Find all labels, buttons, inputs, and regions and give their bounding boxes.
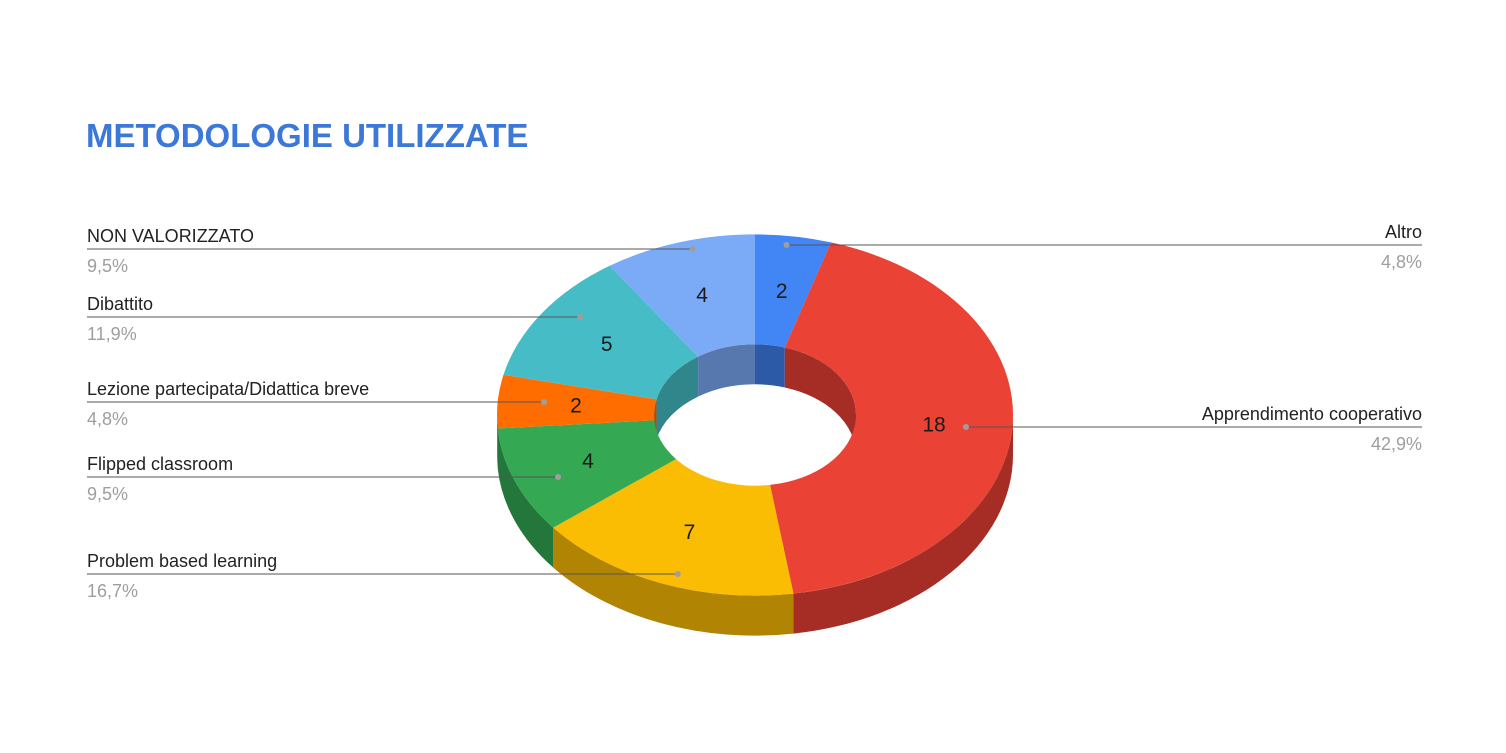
label-percent-6: 9,5%: [87, 256, 128, 276]
slice-value-1: 18: [922, 413, 945, 436]
chart-title: METODOLOGIE UTILIZZATE: [86, 117, 528, 154]
slice-value-2: 7: [684, 521, 696, 544]
donut-top-faces: [496, 234, 1014, 596]
label-name-0: Altro: [1385, 222, 1422, 242]
inner-wall-1-0: [784, 347, 856, 455]
label-name-5: Dibattito: [87, 294, 153, 314]
donut-inner-walls: [654, 344, 856, 455]
leader-label-3: Flipped classroom 9,5%: [87, 454, 562, 504]
label-name-2: Problem based learning: [87, 551, 277, 571]
leader-dot-4: [541, 399, 548, 405]
slice-value-5: 5: [601, 333, 613, 356]
slice-6: [609, 234, 755, 357]
label-percent-4: 4,8%: [87, 409, 128, 429]
leader-label-4: Lezione partecipata/Didattica breve 4,8%: [87, 379, 548, 429]
leader-dot-1: [962, 424, 969, 430]
side-wall-4: [497, 415, 498, 469]
slice-0: [755, 234, 832, 348]
leader-label-6: NON VALORIZZATO 9,5%: [87, 226, 696, 276]
leader-dot-3: [555, 474, 562, 480]
label-percent-2: 16,7%: [87, 581, 138, 601]
inner-wall-6-1: [698, 344, 755, 397]
label-percent-5: 11,9%: [87, 324, 137, 344]
leader-dot-6: [689, 246, 696, 252]
leader-label-0: Altro 4,8%: [783, 222, 1422, 272]
label-percent-3: 9,5%: [87, 484, 128, 504]
leader-label-5: Dibattito 11,9%: [87, 294, 584, 344]
leader-dot-2: [674, 571, 681, 577]
label-percent-1: 42,9%: [1371, 434, 1422, 454]
slice-leader-labels: Altro 4,8% Apprendimento cooperativo 42,9% P…: [87, 222, 1422, 601]
slice-3: [497, 420, 677, 528]
side-wall-1: [793, 415, 1013, 634]
side-wall-2: [553, 527, 794, 636]
label-name-6: NON VALORIZZATO: [87, 226, 254, 246]
inner-wall-0-0: [755, 344, 785, 388]
leader-label-2: Problem based learning 16,7%: [87, 551, 681, 601]
slice-2: [553, 459, 794, 596]
slice-5: [503, 265, 699, 400]
side-wall-3: [497, 428, 554, 568]
slice-1: [770, 242, 1014, 594]
leader-dot-0: [783, 242, 790, 248]
slice-value-labels: 2 18 7 4 2 5 4: [570, 280, 946, 544]
slice-value-4: 2: [570, 395, 582, 418]
slice-value-3: 4: [582, 450, 594, 473]
label-name-4: Lezione partecipata/Didattica breve: [87, 379, 369, 399]
inner-wall-5-1: [656, 356, 699, 440]
donut-side-walls: [497, 415, 1013, 636]
slice-value-6: 4: [696, 284, 708, 307]
slice-4: [496, 374, 657, 429]
leader-dot-5: [577, 314, 584, 320]
leader-label-1: Apprendimento cooperativo 42,9%: [962, 404, 1422, 454]
slice-value-0: 2: [776, 280, 788, 303]
label-percent-0: 4,8%: [1381, 252, 1422, 272]
label-name-3: Flipped classroom: [87, 454, 233, 474]
label-name-1: Apprendimento cooperativo: [1202, 404, 1422, 424]
